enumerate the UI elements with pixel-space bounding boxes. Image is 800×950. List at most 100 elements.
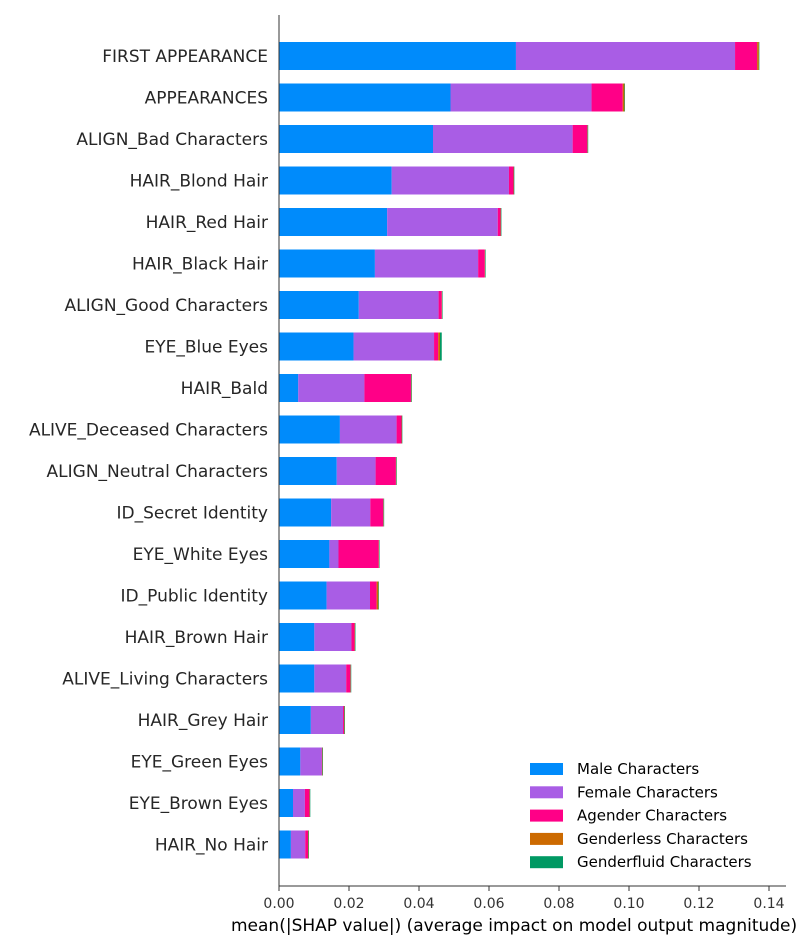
bar-eye-brown-eyes-agender-characters [304,789,310,817]
bar-appearances-agender-characters [591,83,623,112]
bar-eye-white-eyes-genderfluid-characters [379,540,380,568]
category-label: HAIR_Brown Hair [125,628,268,648]
legend-label: Genderfluid Characters [577,853,752,871]
bar-eye-blue-eyes-genderfluid-characters [440,332,442,361]
bar-hair-brown-hair-agender-characters [351,623,355,651]
bar-hair-no-hair-genderless-characters [308,830,309,859]
bar-hair-black-hair-female-characters [374,249,479,278]
legend-label: Male Characters [577,760,699,778]
category-label: ID_Public Identity [121,587,268,607]
bar-hair-brown-hair-female-characters [314,623,352,651]
bar-id-secret-identity-female-characters [331,498,371,527]
bar-eye-blue-eyes-female-characters [353,332,435,361]
legend-label: Agender Characters [577,807,727,825]
bar-alive-deceased-characters-agender-characters [396,415,402,444]
x-tick-label: 0.08 [543,896,574,912]
x-tick-label: 0.12 [683,896,714,912]
bar-hair-grey-hair-genderfluid-characters [344,706,345,734]
bar-appearances-male-characters [279,83,451,112]
bar-hair-no-hair-male-characters [279,830,291,859]
bar-hair-black-hair-agender-characters [478,249,485,278]
category-label: ALIGN_Bad Characters [76,130,268,150]
legend-label: Genderless Characters [577,830,748,848]
legend-label: Female Characters [577,783,718,801]
bar-alive-deceased-characters-female-characters [339,415,397,444]
bar-hair-brown-hair-genderless-characters [354,623,356,651]
bar-hair-brown-hair-male-characters [279,623,315,651]
bar-eye-white-eyes-genderless-characters [378,540,380,568]
bar-alive-living-characters-male-characters [279,664,315,693]
x-tick-label: 0.14 [753,896,784,912]
category-label: HAIR_Bald [181,379,268,399]
bar-id-secret-identity-genderfluid-characters [383,498,385,527]
bar-alive-deceased-characters-genderless-characters [401,415,402,444]
bar-hair-blond-hair-female-characters [391,166,509,195]
category-label: HAIR_Grey Hair [138,711,268,731]
bar-alive-living-characters-agender-characters [346,664,351,693]
bar-appearances-female-characters [450,83,592,112]
bar-alive-living-characters-female-characters [314,664,347,693]
bar-align-bad-characters-agender-characters [572,125,588,153]
bar-align-good-characters-genderless-characters [441,291,443,319]
bar-eye-white-eyes-male-characters [279,540,330,568]
bar-hair-red-hair-agender-characters [497,208,501,236]
legend-swatch-male-characters [530,763,563,775]
bar-hair-red-hair-male-characters [279,208,388,236]
bar-hair-no-hair-female-characters [290,830,306,859]
bar-id-public-identity-female-characters [326,581,370,610]
bar-appearances-genderfluid-characters [624,83,625,112]
bar-eye-green-eyes-male-characters [279,747,301,776]
legend-swatch-genderfluid-characters [530,856,563,869]
bar-hair-no-hair-agender-characters [305,830,309,859]
bar-hair-blond-hair-agender-characters [508,166,514,195]
bar-align-neutral-characters-female-characters [336,457,376,485]
bar-id-public-identity-agender-characters [370,581,377,610]
category-label: ALIGN_Neutral Characters [47,462,269,482]
bar-eye-blue-eyes-agender-characters [434,332,439,361]
bar-align-neutral-characters-genderfluid-characters [396,457,397,485]
bar-align-bad-characters-female-characters [433,125,573,153]
bar-first-appearance-genderfluid-characters [758,42,760,70]
bar-hair-grey-hair-genderless-characters [344,706,345,734]
category-label: ALIVE_Deceased Characters [29,421,268,441]
legend-swatch-agender-characters [530,809,563,822]
bar-eye-brown-eyes-female-characters [293,789,305,817]
category-label: FIRST APPEARANCE [102,47,268,67]
bar-first-appearance-male-characters [279,42,516,70]
bar-align-neutral-characters-genderless-characters [395,457,397,485]
bar-first-appearance-female-characters [515,42,736,70]
legend-swatch-female-characters [530,786,563,799]
bar-hair-black-hair-genderfluid-characters [485,249,486,278]
legend: Male Characters Female Characters Agender … [530,760,752,871]
bar-hair-no-hair-genderfluid-characters [308,830,309,859]
category-labels: FIRST APPEARANCE APPEARANCES ALIGN_Bad Cha… [29,47,268,856]
bar-eye-brown-eyes-male-characters [279,789,293,817]
category-label: ALIGN_Good Characters [65,296,269,316]
bar-align-good-characters-male-characters [279,291,359,319]
bar-hair-red-hair-female-characters [387,208,498,236]
bar-hair-red-hair-genderless-characters [500,208,502,236]
bar-align-good-characters-agender-characters [438,291,442,319]
bar-id-public-identity-male-characters [279,581,327,610]
bar-eye-green-eyes-genderfluid-characters [322,747,323,776]
bar-hair-black-hair-male-characters [279,249,375,278]
category-label: HAIR_Blond Hair [130,172,268,192]
x-tick-label: 0.10 [613,896,644,912]
bar-align-bad-characters-genderfluid-characters [587,125,589,153]
bar-align-good-characters-female-characters [358,291,439,319]
bar-hair-blond-hair-genderless-characters [513,166,514,195]
bar-id-secret-identity-genderless-characters [383,498,384,527]
bar-eye-blue-eyes-genderless-characters [438,332,440,361]
bar-hair-bald-genderless-characters [410,374,412,402]
bar-hair-bald-genderfluid-characters [411,374,412,402]
bar-align-neutral-characters-male-characters [279,457,337,485]
x-tick-label: 0.04 [403,896,434,912]
bar-id-public-identity-genderfluid-characters [378,581,379,610]
category-label: HAIR_Red Hair [146,213,268,233]
bar-eye-green-eyes-agender-characters [321,747,323,776]
bar-hair-bald-male-characters [279,374,299,402]
x-tick-label: 0.06 [473,896,504,912]
axes [278,15,786,887]
bar-alive-living-characters-genderfluid-characters [350,664,352,693]
category-label: EYE_Brown Eyes [129,794,268,814]
